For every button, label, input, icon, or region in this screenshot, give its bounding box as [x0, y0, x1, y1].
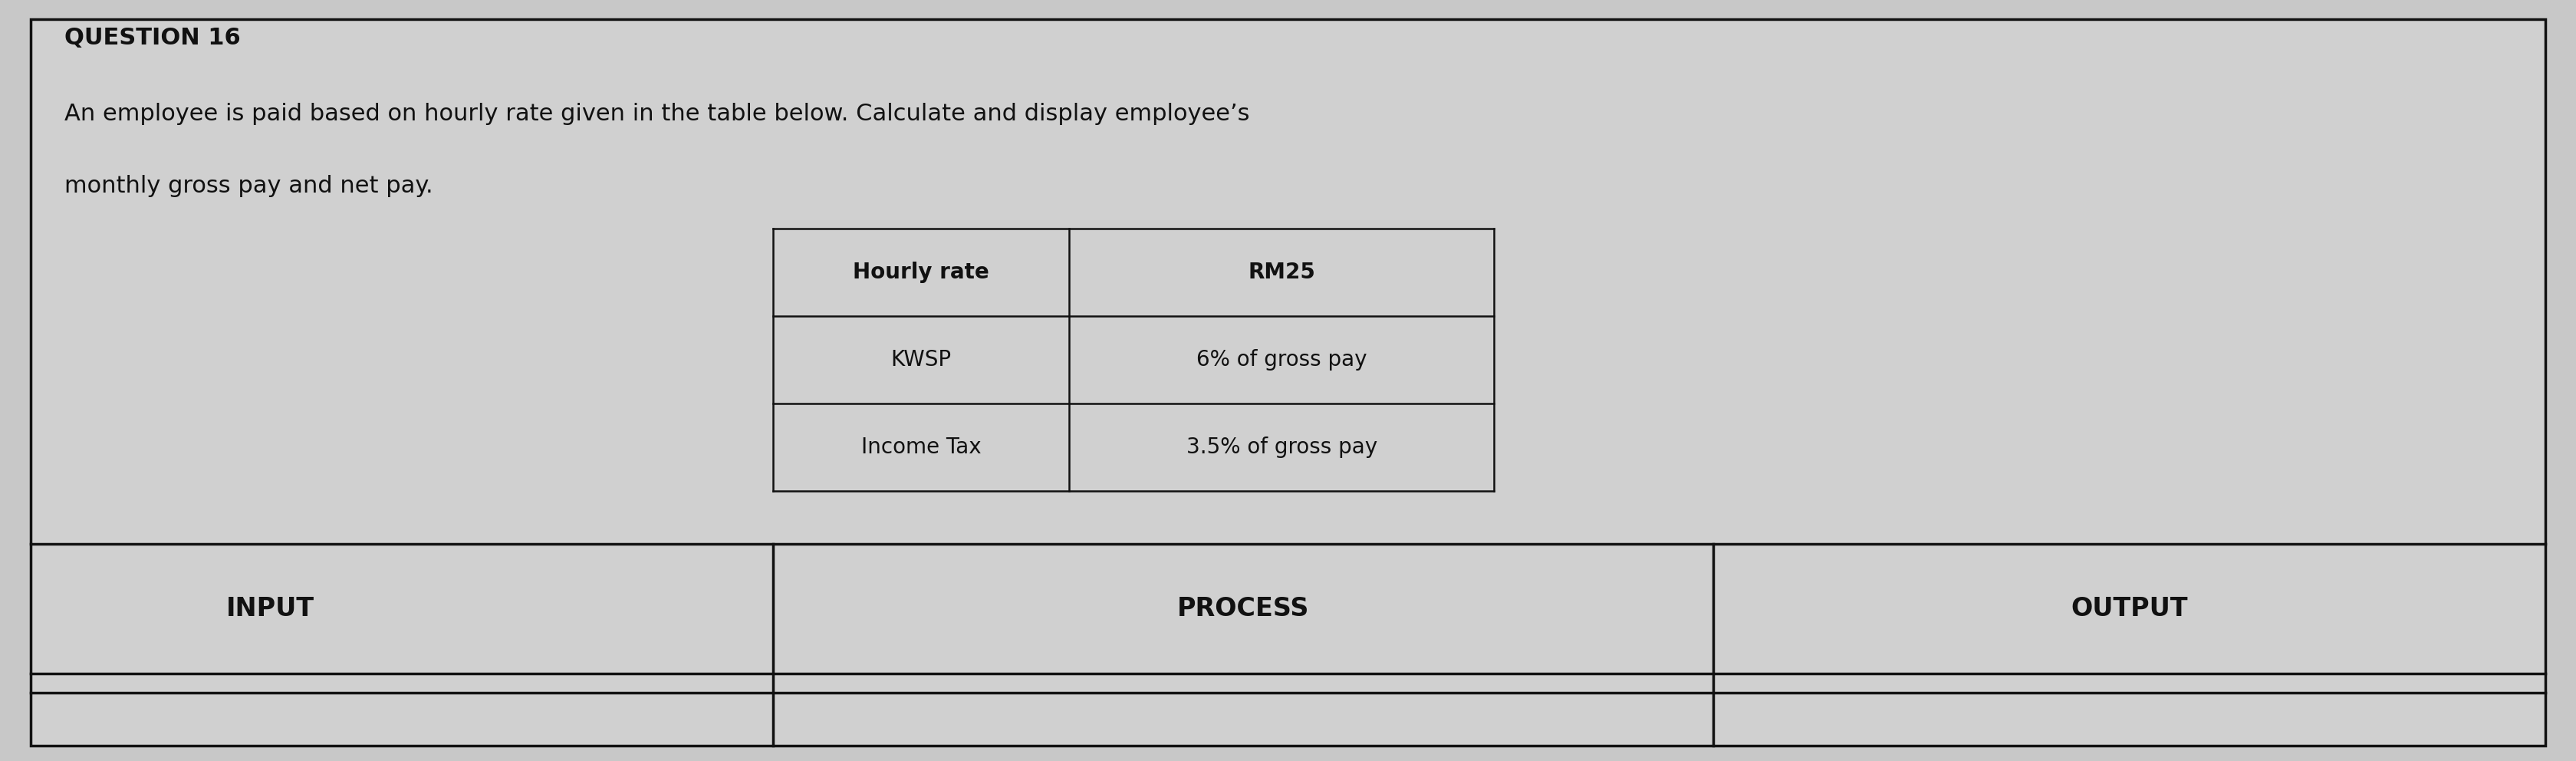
- Text: PROCESS: PROCESS: [1177, 596, 1309, 622]
- Text: INPUT: INPUT: [227, 596, 314, 622]
- FancyBboxPatch shape: [31, 19, 2545, 746]
- Text: An employee is paid based on hourly rate given in the table below. Calculate and: An employee is paid based on hourly rate…: [64, 103, 1249, 125]
- Text: 3.5% of gross pay: 3.5% of gross pay: [1185, 436, 1378, 458]
- Text: 6% of gross pay: 6% of gross pay: [1195, 349, 1368, 371]
- Text: Income Tax: Income Tax: [860, 436, 981, 458]
- Text: RM25: RM25: [1247, 261, 1316, 283]
- Text: KWSP: KWSP: [891, 349, 951, 371]
- Text: OUTPUT: OUTPUT: [2071, 596, 2187, 622]
- Text: monthly gross pay and net pay.: monthly gross pay and net pay.: [64, 175, 433, 197]
- Text: QUESTION 16: QUESTION 16: [64, 27, 240, 49]
- Text: Hourly rate: Hourly rate: [853, 261, 989, 283]
